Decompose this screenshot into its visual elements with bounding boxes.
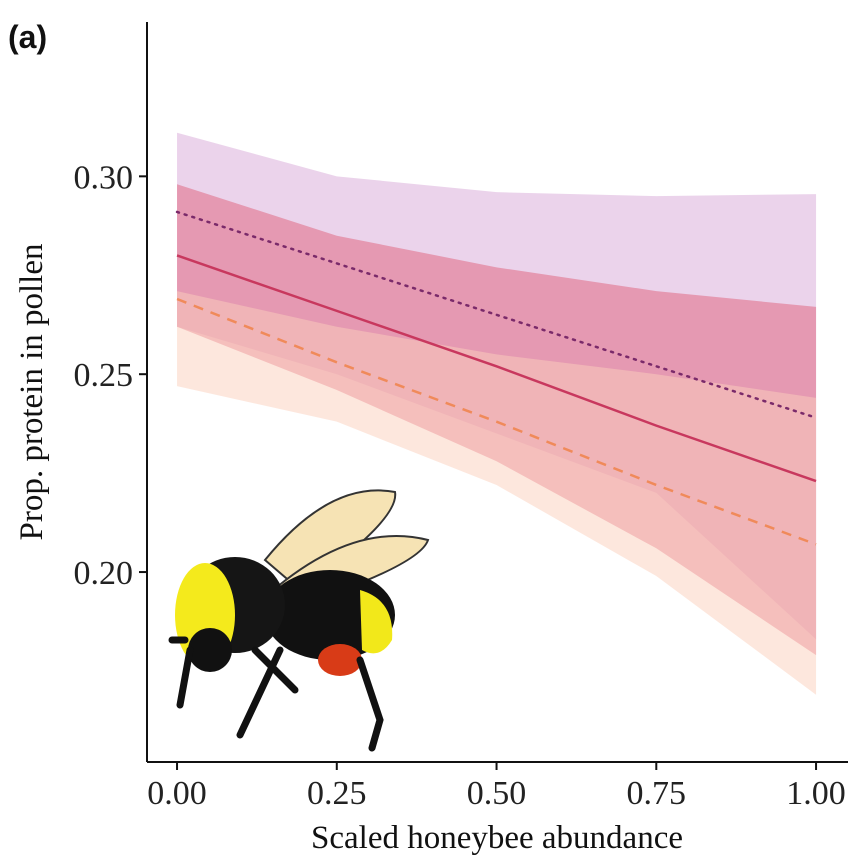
x-axis-title: Scaled honeybee abundance bbox=[311, 820, 683, 856]
x-tick-label: 0.50 bbox=[467, 775, 527, 812]
trend-line bbox=[176, 254, 817, 483]
y-tick-label: 0.25 bbox=[74, 357, 134, 394]
x-tick-label: 0.00 bbox=[147, 775, 207, 812]
bee-illustration bbox=[168, 489, 430, 752]
panel-label: (a) bbox=[8, 19, 47, 55]
y-tick-label: 0.30 bbox=[74, 159, 134, 196]
x-tick-label: 1.00 bbox=[786, 775, 846, 812]
x-tick-label: 0.25 bbox=[307, 775, 367, 812]
confidence-band bbox=[177, 291, 817, 695]
y-axis-title: Prop. protein in pollen bbox=[14, 244, 50, 541]
trend-line bbox=[176, 297, 817, 546]
x-tick-label: 0.75 bbox=[627, 775, 687, 812]
trend-line bbox=[175, 210, 818, 419]
y-tick-label: 0.20 bbox=[74, 555, 134, 592]
